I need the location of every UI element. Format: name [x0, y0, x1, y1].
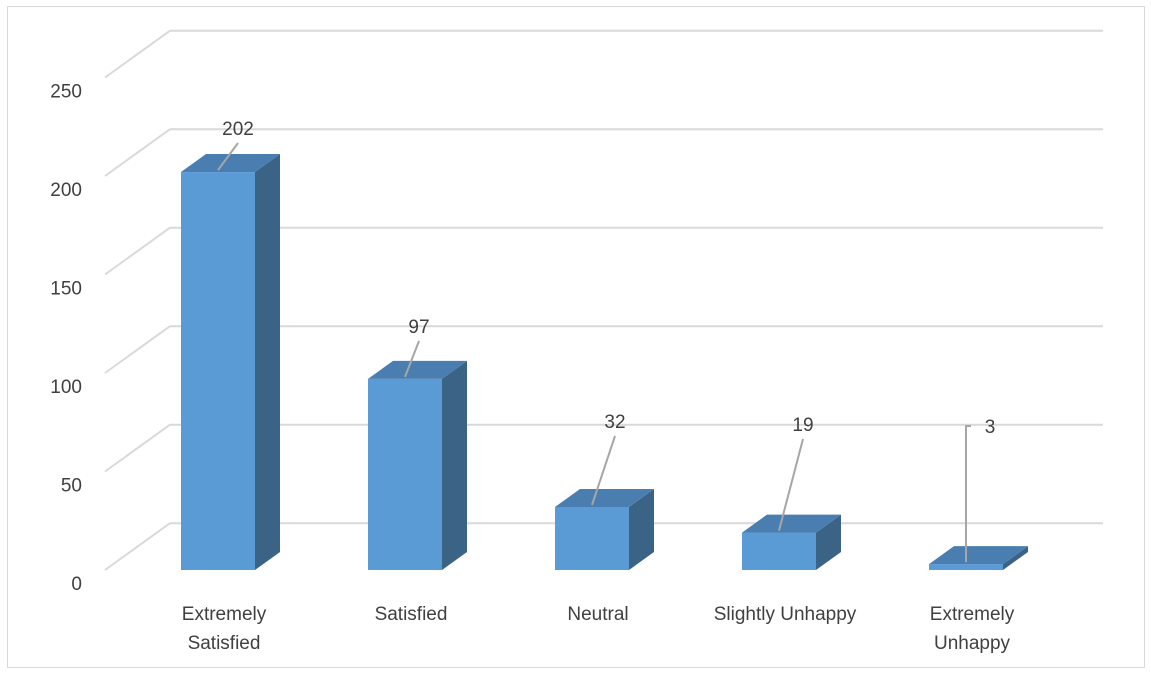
x-category-label: Extremely — [930, 604, 1015, 625]
bar — [181, 154, 280, 570]
data-label: 3 — [985, 417, 996, 438]
bar-top — [181, 154, 280, 173]
y-axis: 0 50 100 150 200 250 — [50, 82, 82, 596]
data-label-leader — [965, 425, 971, 563]
gridline-diagonal — [104, 128, 171, 177]
y-tick-label: 50 — [61, 476, 82, 497]
bar — [555, 488, 654, 570]
bar-side — [629, 488, 654, 570]
gridline-diagonal — [104, 325, 171, 374]
data-labels: 202 97 32 19 3 — [222, 119, 995, 438]
data-label: 19 — [792, 415, 813, 436]
bar — [742, 514, 841, 570]
bar-front — [555, 506, 629, 570]
bar-top — [368, 360, 467, 379]
y-tick-label: 150 — [50, 279, 82, 300]
gridline-diagonal — [104, 226, 171, 276]
data-label: 202 — [222, 119, 254, 140]
data-label-leader — [591, 435, 616, 506]
gridline-diagonal — [104, 522, 171, 571]
x-axis: Extremely Satisfied Satisfied Neutral Slight… — [182, 604, 1015, 654]
x-category-label: Neutral — [567, 604, 628, 625]
y-tick-label: 200 — [50, 180, 82, 201]
data-label-leaders — [217, 142, 971, 563]
bar-side — [1003, 546, 1028, 570]
x-category-label: Extremely — [182, 604, 267, 625]
bar-side — [816, 514, 841, 570]
gridline-diagonal — [104, 423, 171, 473]
x-category-label: Slightly Unhappy — [714, 604, 857, 625]
data-label: 32 — [604, 412, 625, 433]
y-tick-label: 250 — [50, 82, 82, 103]
bar — [368, 360, 467, 570]
x-category-label: Unhappy — [934, 633, 1011, 654]
data-label-leader — [404, 340, 420, 378]
data-label: 97 — [408, 317, 429, 338]
bar-top — [929, 546, 1028, 565]
x-category-label: Satisfied — [375, 604, 448, 625]
bar-front — [368, 378, 442, 570]
data-label-leader — [778, 438, 804, 531]
x-category-label: Satisfied — [188, 633, 261, 654]
data-label-leader — [217, 142, 239, 171]
bars — [181, 154, 1028, 570]
y-tick-label: 100 — [50, 377, 82, 398]
bar-front — [929, 564, 1003, 570]
bar-front — [742, 532, 816, 570]
gridline-diagonal — [104, 29, 171, 79]
gridlines — [104, 29, 1103, 571]
bar — [929, 546, 1028, 570]
bar-top — [742, 514, 841, 533]
y-tick-label: 0 — [71, 574, 82, 595]
bar-side — [255, 154, 280, 570]
bar-top — [555, 488, 654, 507]
bar-side — [442, 360, 467, 570]
bar-front — [181, 172, 255, 570]
